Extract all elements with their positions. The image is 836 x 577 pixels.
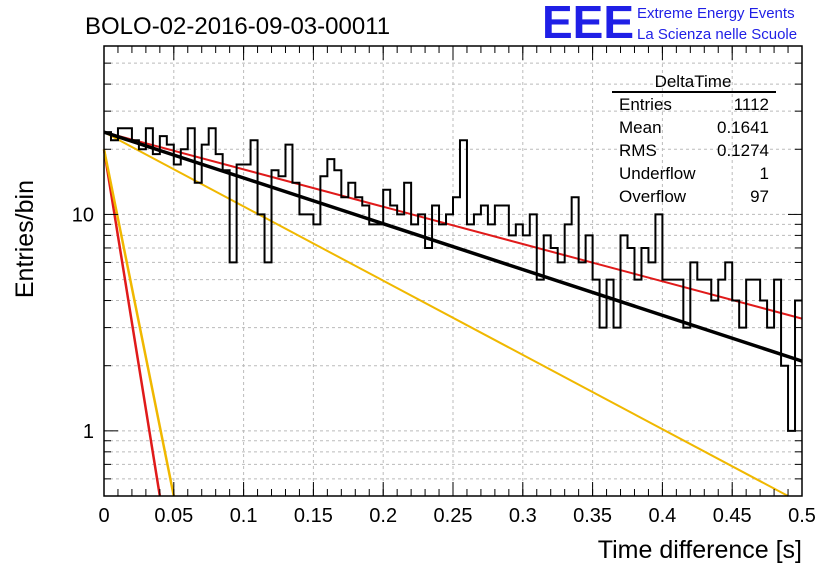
- x-tick-label: 0.25: [434, 505, 473, 527]
- eee-logo-text: EEE: [542, 0, 634, 48]
- stats-value-rms: 0.1274: [717, 141, 769, 160]
- x-tick-label: 0.1: [230, 505, 258, 527]
- eee-logo-line1: Extreme Energy Events: [637, 5, 795, 22]
- stats-value-overflow: 97: [750, 187, 769, 206]
- x-tick-label: 0.15: [294, 505, 333, 527]
- x-tick-label: 0.4: [648, 505, 676, 527]
- x-tick-label: 0.45: [713, 505, 752, 527]
- x-tick-label: 0: [98, 505, 109, 527]
- stats-value-entries: 1112: [734, 95, 769, 114]
- stats-label-underflow: Underflow: [619, 164, 696, 183]
- stats-value-mean: 0.1641: [717, 118, 769, 137]
- stats-value-underflow: 1: [760, 164, 769, 183]
- x-tick-label: 0.2: [369, 505, 397, 527]
- fit-curves: [102, 130, 803, 497]
- fit-curve-4: [103, 130, 803, 363]
- axis-ticks: 0 0.05 0.1 0.15 0.2 0.25 0.3 0.35 0.4 0.45 0.5 1 10: [72, 46, 816, 527]
- histogram: [104, 127, 802, 432]
- stats-box: DeltaTime Entries 1112 Mean 0.1641 RMS 0…: [612, 72, 776, 206]
- run-title: BOLO-02-2016-09-03-00011: [85, 13, 390, 40]
- y-tick-label: 10: [72, 204, 94, 226]
- stats-label-mean: Mean: [619, 118, 662, 137]
- x-tick-label: 0.3: [509, 505, 537, 527]
- y-axis-label: Entries/bin: [11, 180, 39, 298]
- x-axis-label: Time difference [s]: [598, 536, 802, 564]
- eee-logo-line2: La Scienza nelle Scuole: [637, 26, 797, 43]
- stats-label-overflow: Overflow: [619, 187, 687, 206]
- fit-curve-1: [103, 131, 789, 497]
- y-tick-label: 1: [83, 421, 94, 443]
- grid: [104, 46, 802, 496]
- fit-curve-2: [102, 149, 162, 497]
- stats-label-rms: RMS: [619, 141, 657, 160]
- stats-label-entries: Entries: [619, 95, 672, 114]
- fit-curve-3: [102, 149, 176, 497]
- eee-logo: EEE Extreme Energy Events La Scienza nel…: [542, 0, 797, 48]
- x-tick-label: 0.5: [788, 505, 816, 527]
- histogram-outline: [104, 127, 802, 432]
- x-tick-label: 0.35: [573, 505, 612, 527]
- fit-curve-0: [103, 131, 803, 320]
- x-tick-label: 0.05: [154, 505, 193, 527]
- stats-title: DeltaTime: [655, 72, 732, 91]
